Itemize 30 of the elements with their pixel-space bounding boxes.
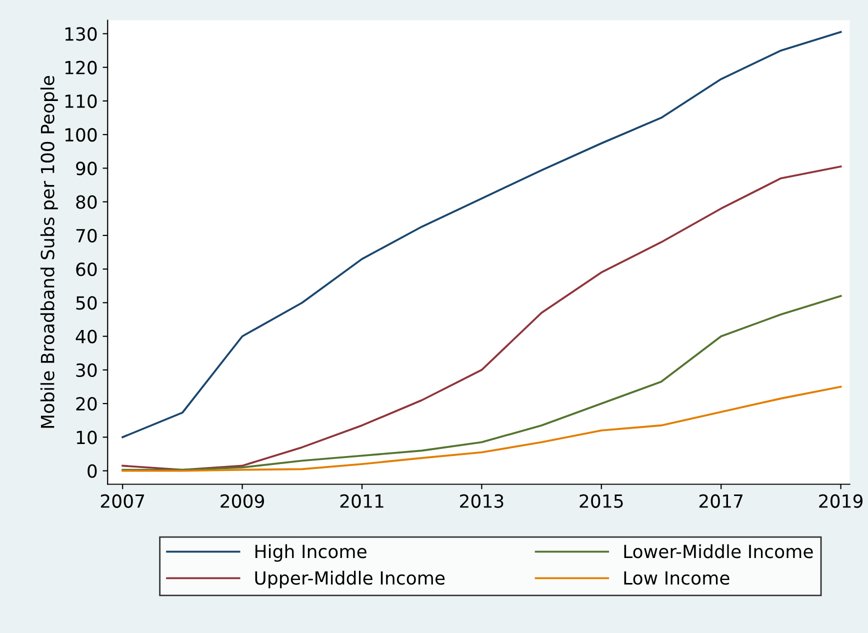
y-tick-label: 10 [76, 430, 97, 444]
y-tick-label: 70 [76, 228, 97, 243]
legend-label: Lower-Middle Income [624, 544, 813, 558]
line-series [122, 166, 842, 471]
x-tick-label: 2019 [819, 494, 862, 508]
y-tick-label: 90 [76, 162, 97, 176]
legend-label: Low Income [624, 571, 730, 585]
y-tick-label: 130 [65, 27, 97, 41]
y-tick-label: 30 [76, 363, 97, 378]
line-series [122, 31, 842, 438]
x-tick-label: 2013 [460, 494, 504, 508]
x-tick-label: 2011 [340, 494, 384, 508]
y-tick-label: 80 [76, 195, 97, 209]
y-tick-label: 50 [76, 296, 97, 310]
legend-label: Upper-Middle Income [255, 570, 445, 588]
x-tick-label: 2007 [100, 494, 144, 508]
y-tick-label: 110 [65, 94, 97, 108]
line-series [122, 386, 842, 472]
y-tick-label: 60 [76, 262, 97, 276]
legend-label: High Income [255, 544, 366, 562]
x-tick-label: 2009 [220, 494, 264, 508]
y-tick-label: 120 [65, 60, 97, 74]
y-tick-label: 40 [76, 330, 97, 344]
x-tick-label: 2017 [699, 494, 743, 508]
y-tick-label: 20 [76, 397, 97, 411]
y-tick-label: 0 [88, 464, 97, 478]
y-tick-label: 100 [65, 128, 97, 142]
line-series [122, 294, 842, 471]
y-axis-title: Mobile Broadband Subs per 100 People [40, 76, 58, 428]
x-tick-label: 2015 [580, 494, 623, 508]
